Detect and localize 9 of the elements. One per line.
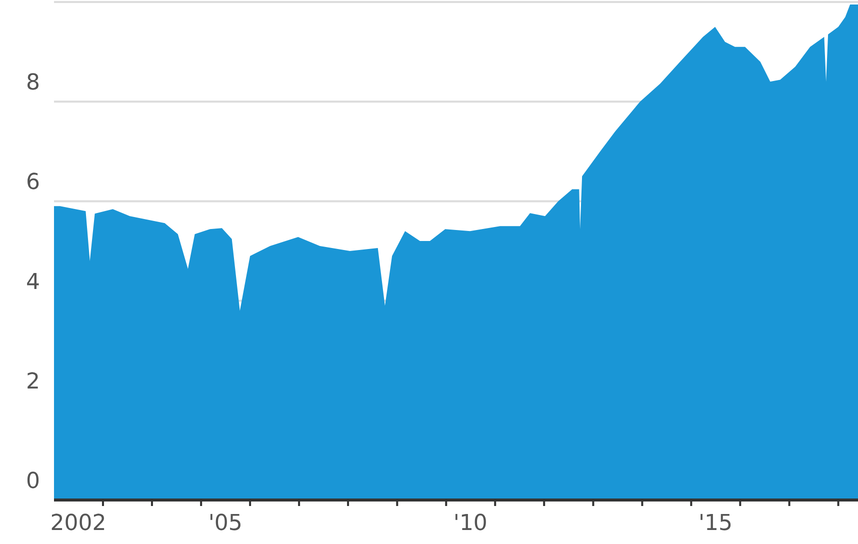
x-tick-label: '10 (453, 511, 488, 536)
x-tick-label: 2002 (50, 511, 106, 536)
x-tick-label: '05 (208, 511, 242, 536)
y-tick-label: 2 (26, 369, 40, 394)
y-tick-label: 6 (26, 170, 40, 196)
y-tick-label: 4 (26, 270, 40, 295)
y-tick-label: 0 (26, 469, 40, 494)
y-tick-label: 8 (26, 70, 40, 96)
x-tick-label: '15 (698, 511, 732, 536)
